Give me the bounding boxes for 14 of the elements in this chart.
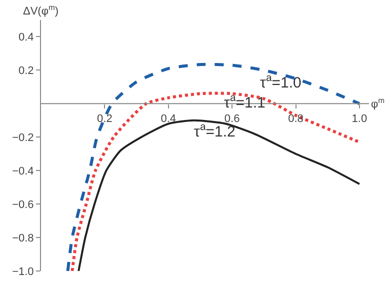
- y-tick-label: −0.6: [12, 198, 34, 211]
- y-axis-title: ΔV(φ$^{m}$): [23, 3, 59, 18]
- y-tick-label: −0.2: [12, 132, 34, 144]
- x-tick-label: 1.0: [352, 112, 368, 125]
- series-label: τ$^{a}$=1.0: [260, 72, 302, 92]
- y-tick-label: 0.4: [18, 32, 34, 44]
- y-tick-label: −0.4: [12, 165, 34, 178]
- x-tick-label: 0.2: [97, 112, 112, 125]
- y-tick-label: −0.8: [12, 232, 34, 244]
- y-tick-label: −1.0: [12, 266, 34, 278]
- x-axis-title: φ$^{m}$: [371, 96, 385, 111]
- y-tick-label: 0.2: [18, 65, 34, 78]
- x-tick-label: 0.8: [288, 112, 304, 125]
- x-tick-label: 0.4: [160, 112, 176, 125]
